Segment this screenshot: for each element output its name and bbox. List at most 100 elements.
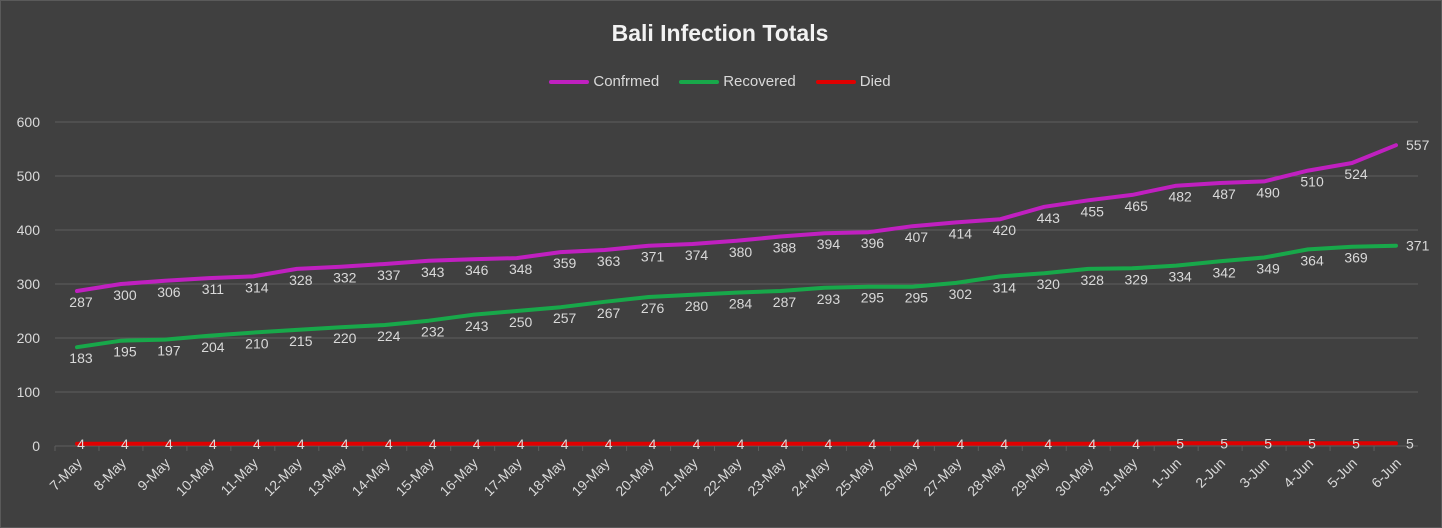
x-tick-label: 19-May [568, 455, 612, 499]
data-label: 267 [597, 305, 621, 321]
x-tick-label: 30-May [1052, 455, 1096, 499]
data-label: 220 [333, 330, 357, 346]
series-line-confrmed [75, 143, 1398, 293]
data-label: 4 [385, 436, 393, 452]
data-label: 329 [1125, 271, 1149, 287]
y-tick-label: 100 [17, 384, 41, 400]
data-label: 4 [1000, 436, 1008, 452]
data-label: 204 [201, 339, 225, 355]
data-label: 4 [165, 436, 173, 452]
x-tick-label: 23-May [744, 455, 788, 499]
data-label: 311 [202, 281, 225, 297]
data-label: 380 [729, 244, 753, 260]
data-label: 5 [1264, 435, 1272, 451]
y-tick-label: 600 [17, 114, 41, 130]
y-tick-label: 300 [17, 276, 41, 292]
x-tick-label: 5-Jun [1324, 455, 1360, 491]
data-label: 215 [289, 333, 313, 349]
data-label: 250 [509, 314, 533, 330]
data-label: 4 [561, 436, 569, 452]
data-label: 359 [553, 255, 577, 271]
data-label: 369 [1344, 250, 1368, 266]
x-tick-label: 2-Jun [1192, 455, 1228, 491]
data-label: 5 [1220, 435, 1228, 451]
data-label: 320 [1037, 276, 1061, 292]
data-label: 4 [869, 436, 877, 452]
data-label: 4 [121, 436, 129, 452]
y-tick-label: 0 [32, 438, 40, 454]
data-label: 407 [905, 229, 929, 245]
x-tick-label: 9-May [134, 455, 173, 494]
data-label: 343 [421, 264, 445, 280]
x-tick-label: 27-May [920, 455, 964, 499]
data-label: 394 [817, 236, 841, 252]
data-label: 224 [377, 328, 401, 344]
series-line-died [75, 441, 1398, 446]
x-tick-label: 20-May [612, 455, 656, 499]
data-label: 482 [1168, 189, 1192, 205]
data-label: 295 [905, 290, 929, 306]
data-label: 349 [1256, 261, 1280, 277]
data-label: 243 [465, 318, 489, 334]
data-label: 328 [289, 272, 313, 288]
data-label: 4 [605, 436, 613, 452]
data-label: 4 [825, 436, 833, 452]
x-tick-label: 15-May [393, 455, 437, 499]
data-label: 276 [641, 300, 665, 316]
data-label: 287 [69, 294, 93, 310]
data-label: 420 [993, 222, 1017, 238]
data-label: 300 [113, 287, 137, 303]
x-tick-label: 10-May [173, 455, 217, 499]
data-label: 337 [377, 267, 401, 283]
data-label: 524 [1344, 166, 1368, 182]
data-label: 4 [473, 436, 481, 452]
data-label: 210 [245, 336, 269, 352]
data-label: 396 [861, 235, 885, 251]
data-label: 5 [1406, 435, 1414, 451]
data-label: 388 [773, 239, 797, 255]
data-label: 4 [253, 436, 261, 452]
data-label: 197 [157, 343, 181, 359]
data-label: 414 [949, 225, 973, 241]
data-label: 4 [693, 436, 701, 452]
x-tick-label: 3-Jun [1236, 455, 1272, 491]
data-label: 293 [817, 291, 841, 307]
chart-title: Bali Infection Totals [611, 20, 829, 46]
x-tick-label: 21-May [656, 455, 700, 499]
data-label: 4 [429, 436, 437, 452]
data-label: 374 [685, 247, 709, 263]
data-label: 342 [1212, 264, 1236, 280]
legend-swatch-died [815, 79, 856, 84]
data-label: 287 [773, 294, 797, 310]
data-label: 510 [1300, 174, 1324, 190]
data-label: 4 [649, 436, 657, 452]
x-tick-label: 13-May [305, 455, 349, 499]
data-label: 4 [209, 436, 217, 452]
data-label: 443 [1037, 210, 1061, 226]
data-label: 5 [1352, 435, 1360, 451]
data-label: 257 [553, 310, 577, 326]
data-label: 4 [1132, 436, 1140, 452]
x-tick-label: 18-May [524, 455, 568, 499]
data-label: 346 [465, 262, 489, 278]
data-label: 4 [1044, 436, 1052, 452]
y-tick-label: 400 [17, 222, 41, 238]
legend: Confrmed Recovered Died [0, 73, 1440, 90]
x-tick-label: 14-May [349, 455, 393, 499]
data-label: 183 [69, 350, 93, 366]
data-label: 232 [421, 324, 445, 340]
x-tick-label: 31-May [1096, 455, 1140, 499]
data-label: 4 [341, 436, 349, 452]
data-label: 4 [77, 436, 85, 452]
data-label: 284 [729, 296, 753, 312]
data-label: 332 [333, 270, 357, 286]
x-tick-label: 29-May [1008, 455, 1052, 499]
y-tick-label: 200 [17, 330, 41, 346]
data-label: 371 [641, 249, 665, 265]
x-tick-label: 24-May [788, 455, 832, 499]
x-tick-label: 4-Jun [1280, 455, 1316, 491]
legend-item-recovered: Recovered [679, 73, 796, 90]
x-tick-label: 12-May [261, 455, 305, 499]
x-tick-label: 8-May [90, 455, 129, 494]
